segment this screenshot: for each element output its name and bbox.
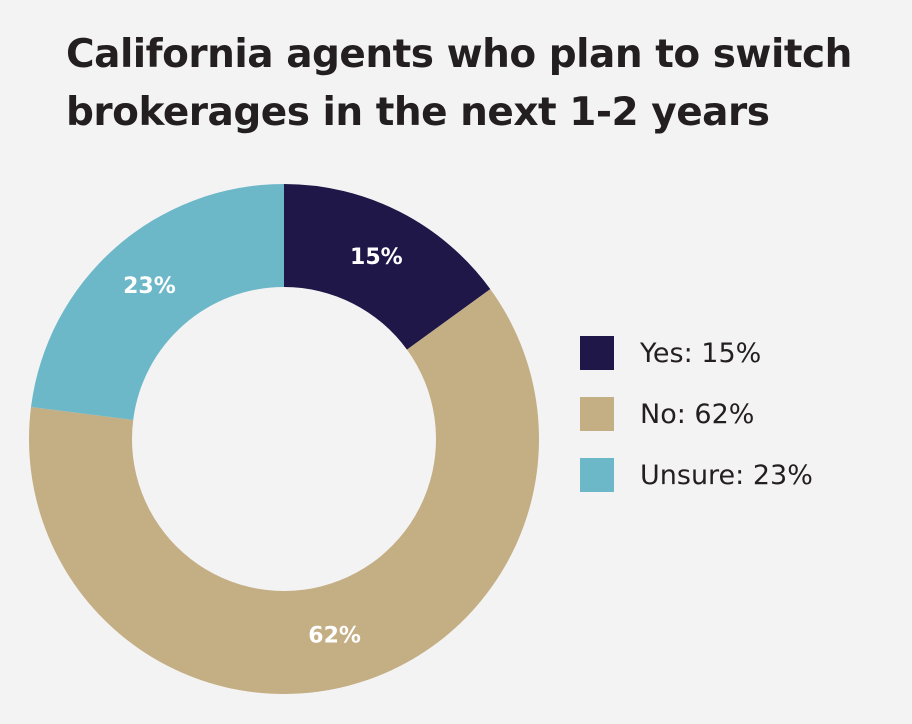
data-label-no: 62% <box>308 624 361 649</box>
legend-item-unsure: Unsure: 23% <box>580 458 813 492</box>
legend-item-yes: Yes: 15% <box>580 336 813 370</box>
legend-swatch-yes <box>580 336 614 370</box>
chart-title: California agents who plan to switch bro… <box>66 26 896 142</box>
legend-swatch-no <box>580 397 614 431</box>
legend-swatch-unsure <box>580 458 614 492</box>
chart-title-line-1: California agents who plan to switch <box>66 32 852 77</box>
slice-unsure <box>31 184 284 420</box>
legend-label-unsure: Unsure: 23% <box>640 459 813 491</box>
legend-item-no: No: 62% <box>580 397 813 431</box>
legend-label-yes: Yes: 15% <box>640 337 762 369</box>
data-label-unsure: 23% <box>123 274 176 299</box>
slice-no <box>29 289 539 694</box>
chart-legend: Yes: 15% No: 62% Unsure: 23% <box>580 336 813 519</box>
slice-yes <box>284 184 491 350</box>
legend-label-no: No: 62% <box>640 398 755 430</box>
data-label-yes: 15% <box>350 245 403 270</box>
chart-title-line-2: brokerages in the next 1-2 years <box>66 90 770 135</box>
